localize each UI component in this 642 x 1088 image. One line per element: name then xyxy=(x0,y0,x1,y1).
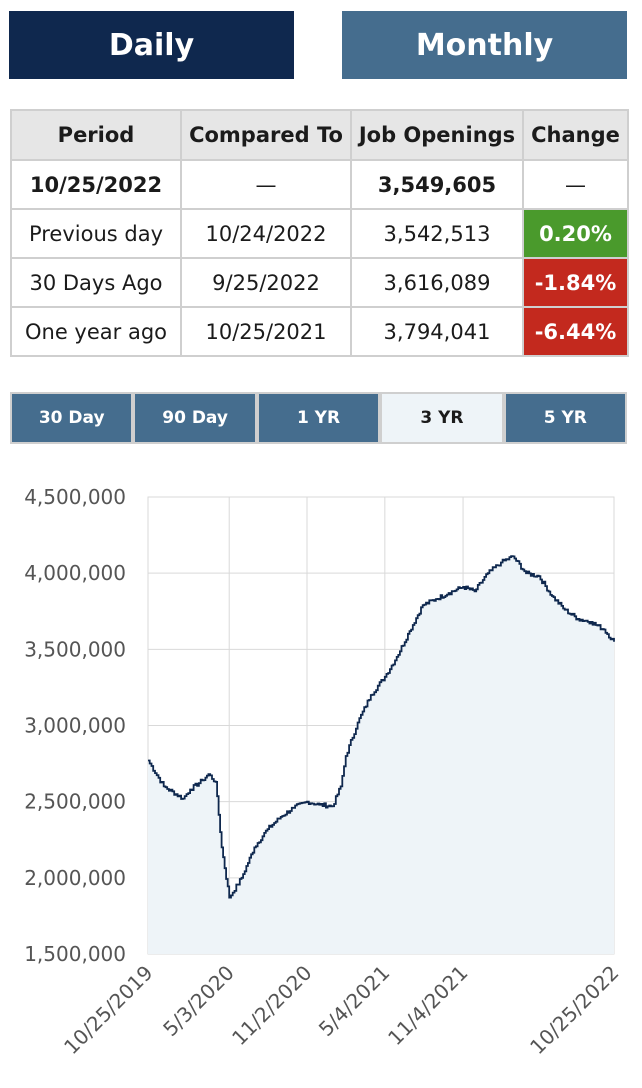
x-tick-label: 5/4/2021 xyxy=(314,961,394,1041)
table-row: 10/25/2022 — 3,549,605 — xyxy=(10,159,629,210)
cell-change-negative: -1.84% xyxy=(522,257,629,308)
range-5-yr-button[interactable]: 5 YR xyxy=(505,394,626,442)
x-axis-labels: 10/25/2019 5/3/202011/2/20205/4/202111/4/… xyxy=(59,961,623,1059)
y-tick-label: 2,000,000 xyxy=(24,866,126,890)
daily-button[interactable]: Daily xyxy=(9,11,294,79)
cell-change-negative: -6.44% xyxy=(522,306,629,357)
cell-period: One year ago xyxy=(10,306,182,357)
chart-area-fill xyxy=(148,556,614,954)
y-tick-label: 2,500,000 xyxy=(24,790,126,814)
y-tick-label: 3,500,000 xyxy=(24,637,126,661)
cell-openings: 3,616,089 xyxy=(350,257,524,308)
x-tick-label: 5/3/2020 xyxy=(158,961,238,1041)
y-tick-label: 3,000,000 xyxy=(24,714,126,738)
cell-change: — xyxy=(522,159,629,210)
range-3-yr-button[interactable]: 3 YR xyxy=(382,394,502,442)
chart-line-series xyxy=(148,555,615,899)
range-selector: 30 Day 90 Day 1 YR 3 YR 5 YR xyxy=(10,392,627,444)
cell-compared: 10/24/2022 xyxy=(180,208,352,259)
cell-compared: 10/25/2021 xyxy=(180,306,352,357)
cell-openings: 3,794,041 xyxy=(350,306,524,357)
table-header-row: Period Compared To Job Openings Change xyxy=(10,109,629,161)
job-openings-chart: 4,500,000 4,000,000 3,500,000 3,000,000 2,50… xyxy=(24,485,623,1059)
cell-period: Previous day xyxy=(10,208,182,259)
table-row: Previous day 10/24/2022 3,542,513 0.20% xyxy=(10,208,629,259)
cell-compared: — xyxy=(180,159,352,210)
cell-compared: 9/25/2022 xyxy=(180,257,352,308)
range-1-yr-button[interactable]: 1 YR xyxy=(258,394,379,442)
cell-period: 30 Days Ago xyxy=(10,257,182,308)
table-row: One year ago 10/25/2021 3,794,041 -6.44% xyxy=(10,306,629,357)
range-30-day-button[interactable]: 30 Day xyxy=(12,394,132,442)
y-tick-label: 1,500,000 xyxy=(24,942,126,966)
header-compared-to: Compared To xyxy=(180,109,352,161)
x-tick-label: 10/25/2022 xyxy=(525,961,623,1059)
monthly-button[interactable]: Monthly xyxy=(342,11,627,79)
y-tick-label: 4,500,000 xyxy=(24,485,126,509)
y-tick-label: 4,000,000 xyxy=(24,561,126,585)
table-row: 30 Days Ago 9/25/2022 3,616,089 -1.84% xyxy=(10,257,629,308)
cell-openings: 3,549,605 xyxy=(350,159,524,210)
x-tick-label: 10/25/2019 xyxy=(59,961,157,1059)
range-90-day-button[interactable]: 90 Day xyxy=(135,394,255,442)
header-change: Change xyxy=(522,109,629,161)
header-job-openings: Job Openings xyxy=(350,109,524,161)
y-axis-labels: 4,500,000 4,000,000 3,500,000 3,000,000 2,50… xyxy=(24,485,126,966)
header-period: Period xyxy=(10,109,182,161)
cell-period: 10/25/2022 xyxy=(10,159,182,210)
cell-openings: 3,542,513 xyxy=(350,208,524,259)
x-tick-label: 11/2/2020 xyxy=(227,961,316,1050)
x-tick-label: 11/4/2021 xyxy=(383,961,472,1050)
cell-change-positive: 0.20% xyxy=(522,208,629,259)
stats-table: Period Compared To Job Openings Change 1… xyxy=(10,109,629,357)
